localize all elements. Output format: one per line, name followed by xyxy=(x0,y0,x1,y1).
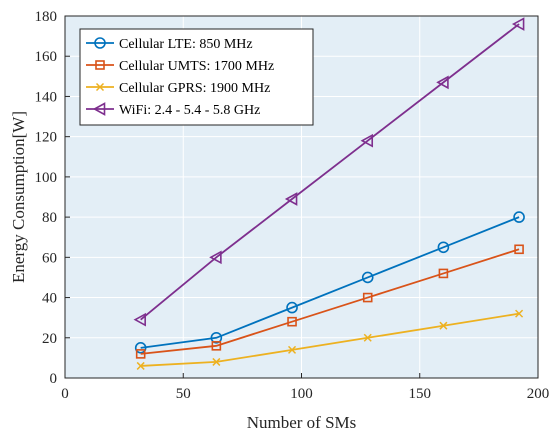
y-tick-label: 100 xyxy=(35,170,58,186)
y-tick-label: 40 xyxy=(42,291,57,307)
data-point xyxy=(284,192,298,206)
x-tick-label: 0 xyxy=(61,386,69,402)
data-point xyxy=(288,345,297,354)
legend-entry: WiFi: 2.4 - 5.4 - 5.8 GHz xyxy=(86,102,260,118)
data-point xyxy=(210,331,223,344)
axis-ticks: 0 50 100 150 200 0 20 40 60 80 100 120 140 160 180 xyxy=(35,9,550,402)
data-point xyxy=(362,292,373,303)
data-point xyxy=(439,321,448,330)
series-line xyxy=(140,248,520,355)
data-point xyxy=(511,17,525,31)
series-line xyxy=(140,312,520,367)
data-point xyxy=(363,333,372,342)
data-point xyxy=(135,349,146,359)
series-3 xyxy=(136,309,524,370)
data-point xyxy=(212,357,221,366)
data-point xyxy=(436,75,449,90)
y-tick-label: 20 xyxy=(42,331,57,347)
legend-label: Cellular LTE: 850 MHz xyxy=(119,37,253,52)
legend-marker xyxy=(92,102,106,116)
marker-stroke xyxy=(136,361,145,370)
legend: Cellular LTE: 850 MHz Cellular UMTS: 1700… xyxy=(79,28,314,126)
data-point xyxy=(437,241,450,254)
y-axis-title: Energy Consumption[W] xyxy=(9,111,28,283)
series-2 xyxy=(135,244,524,359)
legend-marker xyxy=(95,60,105,70)
x-axis-title: Number of SMs xyxy=(247,413,357,432)
x-tick-label: 200 xyxy=(527,386,550,402)
marker-stroke xyxy=(515,309,524,318)
data-point xyxy=(134,342,147,354)
data-point xyxy=(136,361,145,370)
series-1 xyxy=(134,211,525,354)
data-point xyxy=(515,309,524,318)
x-tick-label: 100 xyxy=(290,386,313,402)
series-line xyxy=(140,23,520,321)
x-tick-label: 150 xyxy=(409,386,432,402)
marker-stroke xyxy=(212,357,221,366)
data-point xyxy=(133,312,146,327)
data-point xyxy=(286,301,298,314)
marker-stroke xyxy=(439,321,448,330)
y-tick-label: 120 xyxy=(35,130,58,146)
legend-entry: Cellular LTE: 850 MHz xyxy=(86,37,253,52)
y-tick-label: 60 xyxy=(42,250,57,266)
data-point xyxy=(514,244,524,255)
data-point xyxy=(513,211,525,223)
data-point xyxy=(209,250,222,265)
legend-marker xyxy=(94,37,106,49)
data-point xyxy=(438,268,449,279)
legend-label: Cellular UMTS: 1700 MHz xyxy=(119,59,274,74)
data-point xyxy=(361,271,374,284)
legend-entry: Cellular UMTS: 1700 MHz xyxy=(86,59,274,74)
y-tick-label: 180 xyxy=(35,9,58,25)
legend-label: Cellular GPRS: 1900 MHz xyxy=(119,81,270,96)
legend-label: WiFi: 2.4 - 5.4 - 5.8 GHz xyxy=(119,103,260,118)
legend-entry: Cellular GPRS: 1900 MHz xyxy=(86,81,270,96)
legend-box xyxy=(79,28,314,126)
data-point xyxy=(360,133,374,148)
y-tick-label: 80 xyxy=(42,210,57,226)
marker-stroke xyxy=(288,345,297,354)
y-tick-label: 140 xyxy=(35,89,58,105)
data-point xyxy=(211,341,222,351)
marker-stroke xyxy=(95,82,105,92)
series-line xyxy=(140,216,520,349)
marker-stroke xyxy=(363,333,372,342)
x-tick-label: 50 xyxy=(176,386,191,402)
legend-marker xyxy=(95,82,105,92)
y-tick-label: 160 xyxy=(35,49,58,65)
data-point xyxy=(287,316,297,327)
y-tick-label: 0 xyxy=(50,371,58,387)
series-4 xyxy=(133,17,525,327)
series-layer xyxy=(133,17,525,370)
